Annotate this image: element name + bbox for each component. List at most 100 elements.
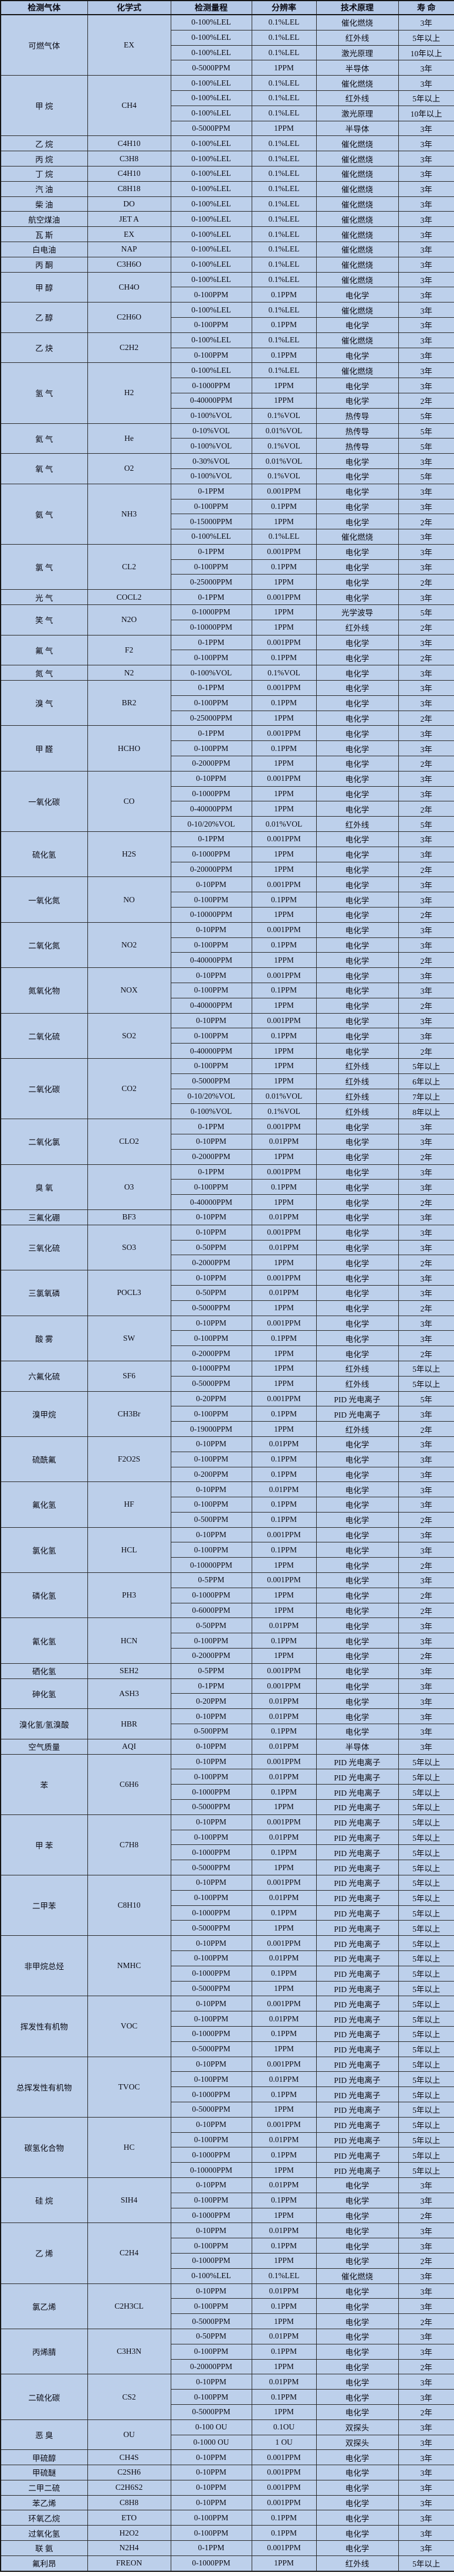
spec-row: 0-5000PPM 1PPM PID 光电离子 5年以上 [1, 2101, 454, 2118]
formula-cell: PH3 [87, 1572, 171, 1619]
spec-row: 0-100PPM 0.1PPM 电化学 3年 [1, 1330, 454, 1347]
range-cell: 0-100%LEL [170, 226, 252, 242]
spec-row: 0-100PPM 0.1PPM 电化学 3年 [1, 1028, 454, 1044]
resolution-cell: 1PPM [251, 1345, 317, 1361]
gas-name-cell: 磷化氢 [0, 1572, 88, 1619]
spec-row: 甲硫醚 C2SH6 0-10PPM 0.001PPM 电化学 3年 [0, 2465, 454, 2480]
formula-cell: AQI [87, 1738, 171, 1755]
lifespan-cell: 10年以上 [398, 105, 454, 121]
resolution-cell: 0.1PPM [251, 2238, 317, 2254]
formula-cell: CLO2 [87, 1119, 171, 1165]
spec-row: 环氧乙烷 ETO 0-100PPM 0.1PPM 电化学 3年 [0, 2510, 454, 2526]
formula-cell: SIH4 [87, 2177, 171, 2224]
spec-row: 氯 气 CL2 0-1PPM 0.001PPM 电化学 3年 [0, 543, 454, 590]
resolution-cell: 0.001PPM [251, 2465, 317, 2480]
formula-cell: C8H8 [87, 2495, 171, 2511]
resolution-cell: 0.1PPM [251, 347, 317, 363]
lifespan-cell: 3年 [398, 120, 454, 137]
principle-cell: 电化学 [316, 589, 399, 606]
principle-cell: PID 光电离子 [316, 1406, 399, 1422]
range-cell: 0-1PPM [170, 831, 252, 847]
range-cell: 0-10PPM [170, 1012, 252, 1029]
lifespan-cell: 2年 [398, 997, 454, 1014]
resolution-cell: 0.001PPM [251, 2056, 317, 2072]
principle-cell: 电化学 [316, 1179, 399, 1195]
gas-name-cell: 氯 气 [0, 543, 88, 590]
principle-cell: 红外线 [316, 2555, 399, 2572]
principle-cell: 红外线 [316, 1375, 399, 1392]
formula-cell: C7H8 [87, 1814, 171, 1876]
spec-row: 0-100%VOL 0.1%VOL 红外线 8年以上 [1, 1103, 454, 1120]
principle-cell: 电化学 [316, 831, 399, 847]
spec-row: 氨 气 NH3 0-1PPM 0.001PPM 电化学 3年 [0, 483, 454, 545]
gas-name-cell: 砷化氢 [0, 1678, 88, 1710]
formula-cell: VOC [87, 1996, 171, 2057]
formula-cell: OU [87, 2419, 171, 2451]
gas-name-cell: 溴 气 [0, 680, 88, 726]
principle-cell: 电化学 [316, 861, 399, 878]
spec-row: 0-100PPM 0.1PPM 电化学 3年 [1, 2192, 454, 2208]
lifespan-cell: 2年 [398, 801, 454, 817]
lifespan-cell: 5年以上 [398, 1784, 454, 1800]
resolution-cell: 1PPM [251, 1421, 317, 1437]
principle-cell: PID 光电离子 [316, 2147, 399, 2163]
gas-name-cell: 挥发性有机物 [0, 1996, 88, 2057]
range-cell: 0-1PPM [170, 483, 252, 499]
range-cell: 0-100PPM [170, 317, 252, 333]
spec-row: 氟利昂 FREON 0-1000PPM 1PPM 红外线 5年以上 [0, 2555, 454, 2572]
gas-name-cell: 甲硫醚 [0, 2465, 88, 2480]
range-cell: 0-100%LEL [170, 90, 252, 106]
spec-row: 0-100PPM 0.1PPM 电化学 3年 [1, 1451, 454, 1467]
gas-name-cell: 可燃气体 [0, 14, 88, 76]
gas-name-cell: 二甲苯 [0, 1875, 88, 1936]
range-cell: 0-200PPM [170, 1466, 252, 1483]
principle-cell: 光学波导 [316, 604, 399, 620]
lifespan-cell: 3年 [398, 770, 454, 787]
range-cell: 0-100PPM [170, 2510, 252, 2526]
formula-cell: CO2 [87, 1058, 171, 1120]
resolution-cell: 1PPM [251, 1920, 317, 1936]
spec-row: 氟 气 F2 0-1PPM 0.001PPM 电化学 3年 [0, 634, 454, 666]
gas-name-cell: 三氯氧磷 [0, 1270, 88, 1316]
principle-cell: 红外线 [316, 29, 399, 46]
lifespan-cell: 3年 [398, 1179, 454, 1195]
formula-cell: N2 [87, 665, 171, 681]
principle-cell: 电化学 [316, 1648, 399, 1664]
resolution-cell: 1PPM [251, 997, 317, 1014]
spec-row: 0-100%VOL 0.1%VOL 热传导 5年 [1, 407, 454, 424]
gas-name-cell: 二甲二硫 [0, 2479, 88, 2496]
lifespan-cell: 3年 [398, 1708, 454, 1725]
resolution-cell: 0.001PPM [251, 2116, 317, 2133]
formula-cell: SEH2 [87, 1663, 171, 1679]
spec-row: 碳氢化合物 HC 0-10PPM 0.001PPM PID 光电离子 5年以上 [0, 2116, 454, 2178]
lifespan-cell: 5年 [398, 1391, 454, 1407]
range-cell: 0-10PPM [170, 2116, 252, 2133]
lifespan-cell: 3年 [398, 1119, 454, 1134]
range-cell: 0-2000PPM [170, 756, 252, 772]
formula-cell: C2H6O [87, 302, 171, 333]
resolution-cell: 0.1%VOL [251, 468, 317, 484]
spec-row: 一氧化碳 CO 0-10PPM 0.001PPM 电化学 3年 [0, 770, 454, 832]
range-cell: 0-10PPM [170, 967, 252, 983]
spec-row: 0-5000PPM 1PPM 电化学 2年 [1, 1300, 454, 1316]
lifespan-cell: 3年 [398, 378, 454, 393]
principle-cell: 电化学 [316, 2313, 399, 2329]
lifespan-cell: 3年 [398, 1466, 454, 1483]
lifespan-cell: 2年 [398, 392, 454, 409]
lifespan-cell: 3年 [398, 1617, 454, 1634]
spec-row: 甲 苯 C7H8 0-10PPM 0.001PPM PID 光电离子 5年以上 [0, 1814, 454, 1876]
principle-cell: 双探头 [316, 2419, 399, 2435]
lifespan-cell: 5年 [398, 423, 454, 439]
range-cell: 0-10PPM [170, 2495, 252, 2511]
range-cell: 0-100PPM [170, 2071, 252, 2088]
resolution-cell: 0.001PPM [251, 831, 317, 847]
formula-cell: F2O2S [87, 1436, 171, 1483]
lifespan-cell: 7年以上 [398, 1088, 454, 1105]
spec-row: 硫化氢 H2S 0-1PPM 0.001PPM 电化学 3年 [0, 831, 454, 878]
lifespan-cell: 3年 [398, 725, 454, 742]
spec-row: 二氧化碳 CO2 0-100PPM 1PPM 红外线 5年以上 [0, 1058, 454, 1120]
principle-cell: 电化学 [316, 1617, 399, 1634]
lifespan-cell: 5年以上 [398, 1769, 454, 1785]
lifespan-cell: 5年以上 [398, 1996, 454, 2012]
resolution-cell: 0.1PPM [251, 650, 317, 666]
